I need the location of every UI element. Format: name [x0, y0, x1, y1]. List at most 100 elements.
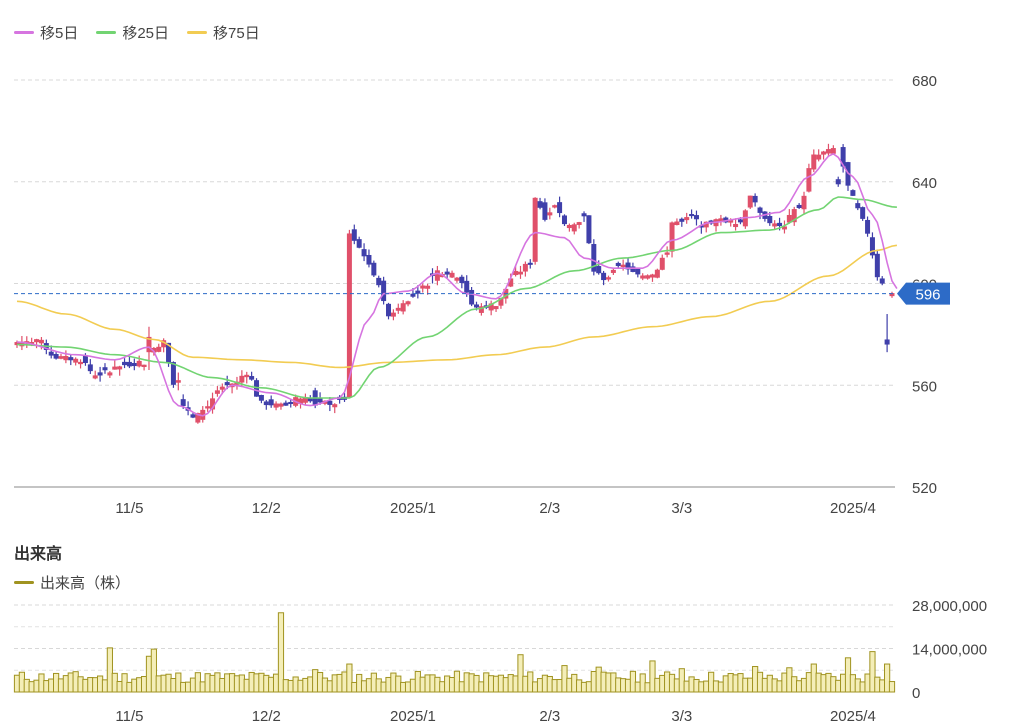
candle-body: [635, 268, 641, 275]
candle-body: [728, 219, 734, 223]
candle-body: [376, 277, 382, 286]
candle-body: [214, 390, 220, 394]
candle-body: [410, 293, 416, 297]
candle-body: [537, 201, 543, 208]
candle-body: [669, 222, 675, 252]
candle-body: [737, 219, 743, 223]
candle-body: [654, 269, 660, 278]
candle-body: [889, 293, 895, 297]
candle-body: [346, 233, 352, 398]
candle-body: [718, 218, 724, 222]
candle-body: [386, 303, 392, 317]
volume-bar: [869, 651, 876, 693]
candle-body: [415, 290, 421, 294]
current-price-badge: [897, 282, 950, 305]
candle-body: [332, 404, 338, 408]
candle-body: [254, 380, 260, 397]
candle-body: [210, 398, 216, 410]
candle-body: [48, 351, 54, 356]
legend-label-ma5: 移5日: [40, 25, 79, 42]
candle-body: [102, 367, 108, 371]
volume-x-tick-label: 12/2: [252, 708, 281, 725]
x-tick-label: 2025/1: [390, 500, 436, 517]
candle-body: [557, 202, 563, 214]
candle-body: [478, 306, 484, 313]
volume-bar: [346, 663, 353, 693]
candle-body: [288, 401, 294, 405]
legend-item-ma5[interactable]: 移5日: [14, 22, 78, 43]
candle-body: [825, 149, 831, 154]
volume-bar: [277, 612, 285, 693]
ma-line-移25日: [17, 196, 897, 399]
candle-body: [273, 403, 279, 408]
legend-item-ma75[interactable]: 移75日: [187, 22, 260, 43]
candle-body: [381, 280, 387, 302]
candle-body: [664, 252, 670, 255]
candle-body: [278, 403, 284, 407]
volume-y-tick-label: 0: [912, 685, 920, 702]
legend-swatch-ma75: [187, 31, 208, 34]
candle-body: [733, 223, 739, 228]
candle-body: [591, 244, 597, 272]
volume-bar: [888, 681, 896, 693]
current-price-label: 596: [915, 287, 940, 304]
candle-body: [361, 249, 367, 257]
candle-body: [283, 402, 289, 406]
candle-body: [464, 280, 470, 293]
candle-body: [92, 375, 98, 379]
candle-body: [87, 364, 93, 372]
candle-body: [860, 207, 866, 219]
candle-body: [772, 223, 778, 227]
candle-body: [698, 225, 704, 228]
candle-body: [522, 263, 528, 272]
candle-body: [884, 339, 890, 345]
candle-body: [58, 356, 64, 359]
candle-body: [879, 278, 885, 284]
candle-body: [532, 197, 538, 262]
candle-body: [517, 271, 523, 275]
candle-body: [302, 396, 308, 403]
ma-line-移5日: [16, 152, 898, 417]
candle-body: [865, 219, 871, 234]
candle-body: [122, 361, 128, 366]
candle-body: [689, 214, 695, 217]
candle-body: [547, 212, 553, 216]
candle-body: [645, 275, 651, 279]
candle-body: [317, 398, 323, 403]
y-tick-label-560: 560: [912, 378, 937, 395]
legend-label-ma75: 移75日: [213, 25, 260, 42]
candle-body: [806, 168, 812, 192]
volume-x-tick-label: 2025/1: [390, 708, 436, 725]
candle-body: [395, 307, 401, 311]
y-tick-label-680: 680: [912, 73, 937, 90]
candle-body: [581, 213, 587, 217]
candle-body: [473, 304, 479, 308]
candle-body: [811, 154, 817, 170]
price-chart: 52056060064068011/512/22025/12/33/32025/…: [14, 73, 950, 517]
candle-body: [777, 222, 783, 227]
candle-body: [469, 289, 475, 305]
candle-body: [298, 398, 304, 404]
candle-body: [498, 297, 504, 306]
candle-body: [141, 364, 147, 368]
candle-body: [801, 195, 807, 210]
candle-body: [757, 207, 763, 213]
candle-body: [170, 362, 176, 385]
candle-body: [850, 190, 856, 196]
candle-body: [151, 347, 157, 353]
legend-swatch-ma25: [96, 31, 117, 34]
candle-body: [747, 195, 753, 208]
volume-legend[interactable]: 出来高（株）: [14, 572, 130, 593]
candle-body: [630, 266, 636, 272]
candle-body: [366, 254, 372, 265]
candle-body: [830, 148, 836, 154]
candle-body: [34, 339, 40, 343]
legend-item-ma25[interactable]: 移25日: [96, 22, 169, 43]
candle-body: [195, 413, 201, 423]
candle-body: [356, 239, 362, 248]
candle-body: [63, 355, 69, 361]
candle-body: [508, 278, 514, 287]
candle-body: [786, 214, 792, 223]
candle-body: [117, 366, 123, 370]
